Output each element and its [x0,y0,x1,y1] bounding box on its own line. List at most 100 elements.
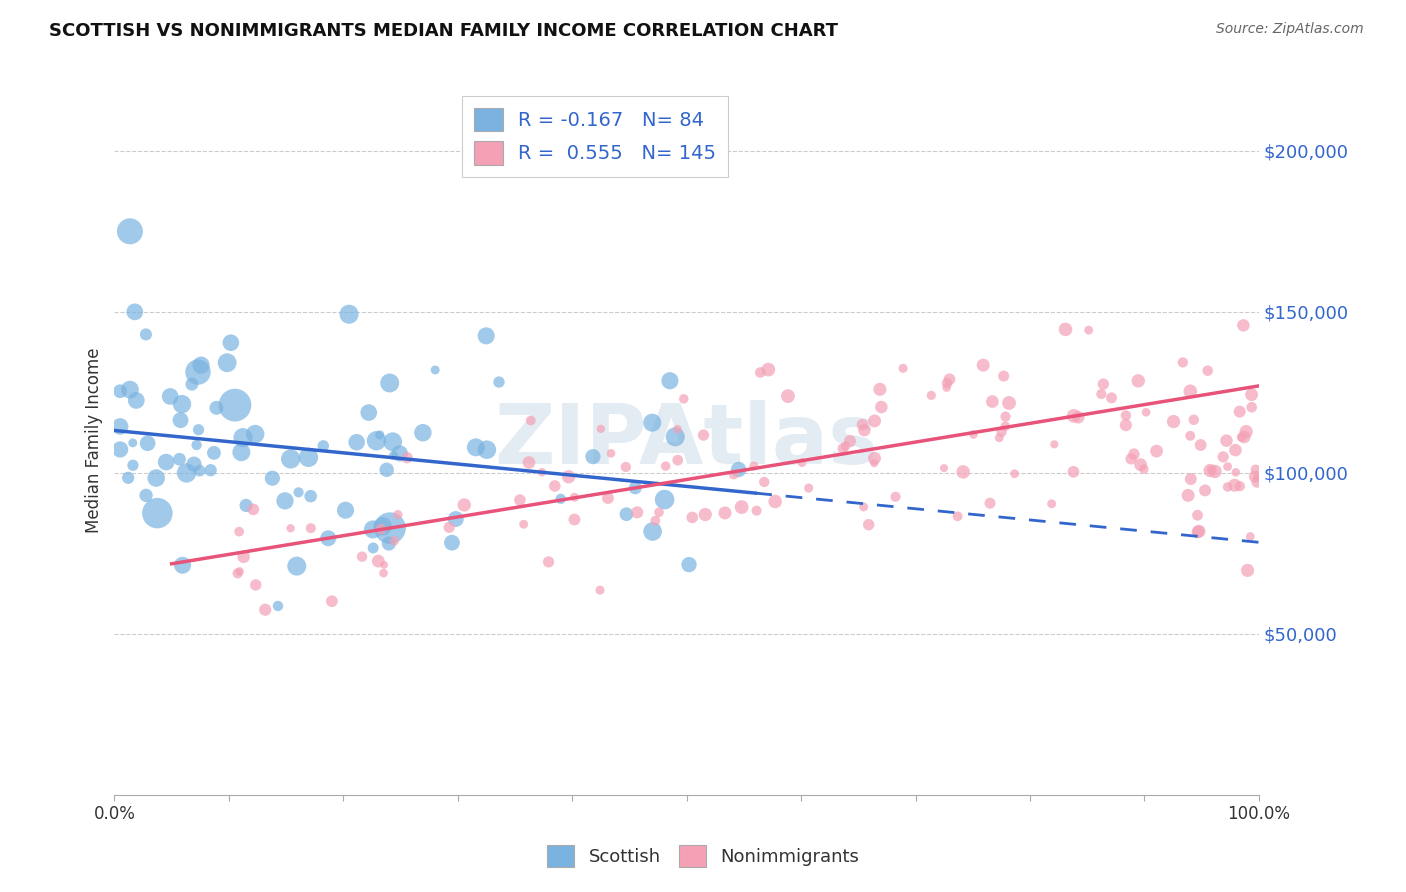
Point [1199,463,1222,477]
Point [118,224,141,238]
Point [1119,451,1142,466]
Point [1092,377,1115,392]
Point [641,416,664,430]
Point [202,446,225,460]
Point [644,514,666,528]
Point [530,465,553,479]
Point [745,504,768,518]
Point [1171,355,1194,369]
Point [381,434,404,449]
Point [596,491,619,505]
Point [654,492,676,507]
Point [666,453,689,467]
Point [664,430,686,444]
Point [108,384,131,399]
Point [228,524,250,539]
Point [367,554,389,568]
Y-axis label: Median Family Income: Median Family Income [86,348,103,533]
Point [1232,318,1254,333]
Point [834,439,856,453]
Point [224,398,246,412]
Point [870,400,893,414]
Point [335,503,357,517]
Point [121,436,143,450]
Point [936,376,959,390]
Point [962,427,984,442]
Point [1229,479,1251,493]
Point [382,533,405,548]
Point [366,434,388,448]
Point [723,467,745,482]
Point [378,376,401,390]
Point [299,489,322,503]
Legend: R = -0.167   N= 84, R =  0.555   N= 145: R = -0.167 N= 84, R = 0.555 N= 145 [463,96,728,177]
Point [136,436,159,450]
Point [437,520,460,534]
Point [550,491,572,506]
Point [852,500,875,514]
Point [337,307,360,321]
Point [863,414,886,428]
Point [475,329,498,343]
Point [1063,465,1085,479]
Point [512,517,534,532]
Point [938,372,960,386]
Point [373,558,395,572]
Point [1133,462,1156,476]
Point [488,375,510,389]
Point [589,583,612,598]
Point [378,521,401,535]
Point [672,392,695,406]
Point [117,471,139,485]
Point [412,425,434,440]
Point [187,365,209,379]
Point [641,524,664,539]
Point [517,456,540,470]
Point [1229,404,1251,418]
Point [972,358,994,372]
Point [1187,508,1209,523]
Point [388,446,411,460]
Text: Source: ZipAtlas.com: Source: ZipAtlas.com [1216,22,1364,37]
Point [183,457,205,471]
Point [1182,413,1205,427]
Point [742,459,765,474]
Point [853,423,876,437]
Point [946,509,969,524]
Point [267,599,290,613]
Point [614,460,637,475]
Point [666,422,689,436]
Point [180,377,202,392]
Point [1239,529,1261,543]
Point [146,506,169,520]
Point [831,442,853,456]
Point [274,494,297,508]
Point [375,463,398,477]
Point [981,394,1004,409]
Point [869,382,891,396]
Point [1225,443,1247,458]
Point [1177,488,1199,502]
Point [1240,387,1263,401]
Point [352,549,374,564]
Point [858,517,880,532]
Point [884,490,907,504]
Point [863,451,886,466]
Point [749,366,772,380]
Point [1216,459,1239,474]
Point [135,488,157,502]
Point [312,439,335,453]
Point [280,521,302,535]
Point [1077,323,1099,337]
Point [1233,430,1256,444]
Point [373,566,395,581]
Point [600,446,623,460]
Point [357,406,380,420]
Point [1115,418,1137,433]
Point [232,431,254,445]
Point [582,450,605,464]
Point [994,419,1017,434]
Point [1180,472,1202,486]
Point [1234,425,1257,439]
Point [1204,464,1226,478]
